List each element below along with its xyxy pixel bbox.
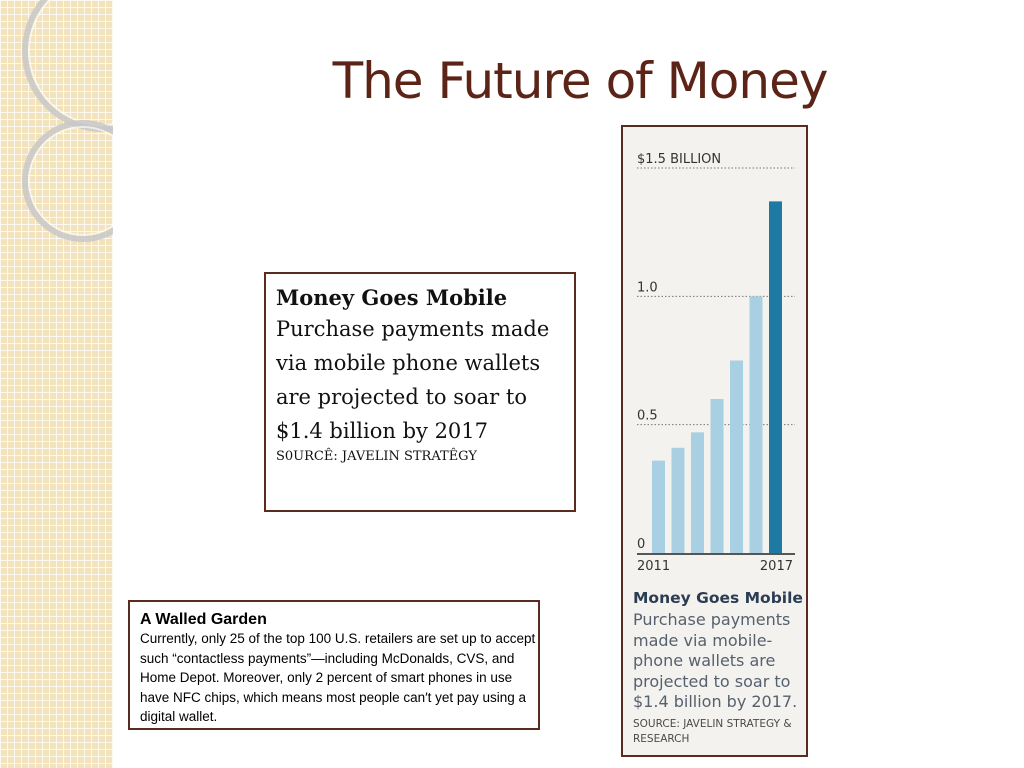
bar-2017 (769, 201, 782, 553)
x-tick-label: 2011 (637, 559, 670, 574)
y-tick-label: 0.5 (637, 409, 658, 424)
decorative-sidebar (0, 0, 113, 768)
caption-body: Purchase payments made via mobile phone … (276, 317, 550, 443)
x-tick-label: 2017 (760, 559, 793, 574)
decorative-ring (22, 120, 113, 242)
y-tick-label: $1.5 BILLION (637, 152, 721, 167)
walled-garden-body: Currently, only 25 of the top 100 U.S. r… (140, 631, 536, 724)
caption-heading: Money Goes Mobile (276, 285, 508, 310)
y-tick-label: 0 (637, 537, 645, 552)
bar-2013 (691, 432, 704, 553)
decorative-ring (22, 0, 113, 132)
bar-2011 (652, 460, 665, 553)
caption-source: S0URCÊ: JAVELIN STRATÊGY (276, 449, 477, 464)
chart-panel: 0 0.5 1.0 $1.5 BILLION 2011 2017 Money Goes M… (621, 125, 808, 757)
chart-source: SOURCE: JAVELIN STRATEGY & RESEARCH (633, 718, 792, 745)
chart-title: Money Goes Mobile (633, 589, 803, 607)
y-tick-label: 1.0 (637, 280, 658, 295)
bar-2016 (749, 296, 763, 553)
slide-title: The Future of Money (332, 52, 829, 110)
walled-garden-box: A Walled Garden Currently, only 25 of th… (128, 600, 540, 730)
walled-garden-heading: A Walled Garden (140, 611, 267, 628)
chart-subtitle: Purchase payments made via mobile-phone … (633, 610, 798, 711)
bar-2015 (730, 360, 743, 553)
bar-2014 (710, 399, 724, 553)
bar-chart: 0 0.5 1.0 $1.5 BILLION 2011 2017 (637, 152, 795, 574)
caption-box: Money Goes Mobile Purchase payments made… (264, 272, 576, 512)
bar-2012 (671, 447, 685, 553)
